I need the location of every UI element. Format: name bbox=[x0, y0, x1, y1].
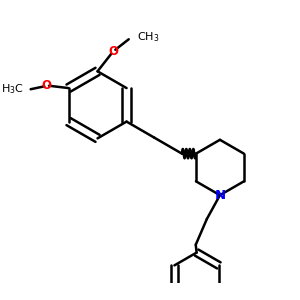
Text: H$_3$C: H$_3$C bbox=[1, 82, 24, 96]
Text: O: O bbox=[42, 79, 52, 92]
Text: O: O bbox=[109, 45, 118, 58]
Text: N: N bbox=[214, 189, 226, 202]
Text: CH$_3$: CH$_3$ bbox=[137, 31, 159, 44]
